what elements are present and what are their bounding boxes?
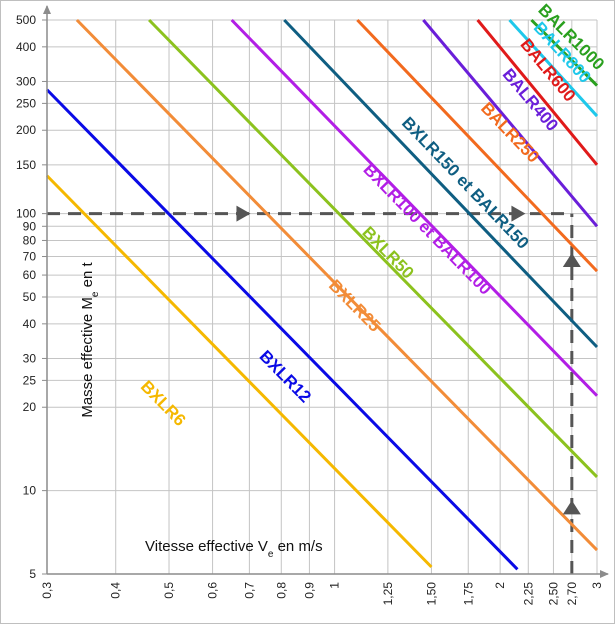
series-line	[148, 18, 599, 479]
x-tick-label: 0,7	[242, 582, 256, 599]
x-tick-label: 2,70	[565, 582, 579, 606]
x-axis-arrowhead	[600, 570, 609, 578]
x-tick-label: 2,50	[546, 582, 560, 606]
arrow-up	[562, 253, 581, 268]
y-tick-label: 60	[23, 268, 37, 282]
reference-lines	[47, 212, 574, 574]
x-tick-label: 0,3	[40, 582, 54, 599]
y-tick-label: 250	[16, 96, 36, 110]
series-line	[476, 19, 599, 166]
y-tick-label: 20	[23, 400, 37, 414]
x-tick-label: 0,5	[162, 582, 176, 599]
x-tick-label: 1,25	[381, 582, 395, 606]
y-tick-label: 50	[23, 290, 37, 304]
x-tick-label: 2	[493, 582, 507, 589]
y-tick-label: 150	[16, 158, 36, 172]
series-line	[75, 18, 599, 552]
arrows	[236, 205, 581, 515]
x-tick-label: 0,6	[206, 582, 220, 599]
arrow-up	[562, 500, 581, 515]
y-tick-label: 500	[16, 13, 36, 27]
series-line	[45, 88, 519, 571]
axes	[43, 5, 609, 578]
arrow-right	[236, 205, 251, 222]
x-tick-label: 1,75	[461, 582, 475, 606]
x-tick-label: 0,8	[274, 582, 288, 599]
y-tick-label: 90	[23, 219, 37, 233]
y-tick-label: 80	[23, 233, 37, 247]
x-tick-label: 2,25	[521, 582, 535, 606]
grid	[46, 19, 598, 575]
y-tick-label: 10	[23, 484, 37, 498]
x-axis-title: Vitesse effective Ve en m/s	[145, 538, 323, 560]
y-tick-label: 400	[16, 40, 36, 54]
series-line	[530, 18, 599, 87]
y-tick-label: 200	[16, 123, 36, 137]
y-tick-label: 70	[23, 250, 37, 264]
y-axis-arrowhead	[43, 5, 51, 14]
series-line	[508, 18, 599, 118]
y-tick-label: 100	[16, 207, 36, 221]
y-tick-label: 40	[23, 317, 37, 331]
x-tick-label: 1	[328, 582, 342, 589]
x-tick-label: 1,50	[424, 582, 438, 606]
series-line	[283, 18, 599, 349]
series-lines	[45, 18, 599, 571]
series-line	[356, 18, 599, 273]
series-line	[45, 174, 433, 569]
y-tick-label: 25	[23, 373, 37, 387]
arrow-right	[511, 205, 526, 222]
series-line	[422, 19, 599, 228]
x-tick-label: 0,4	[109, 582, 123, 599]
y-axis-title: Masse effective Me en t	[79, 261, 101, 417]
x-tick-label: 0,9	[302, 582, 316, 599]
x-tick-label: 3	[590, 582, 604, 589]
y-tick-label: 30	[23, 351, 37, 365]
y-tick-label: 300	[16, 74, 36, 88]
series-line	[230, 18, 599, 397]
y-tick-label: 5	[29, 567, 36, 581]
